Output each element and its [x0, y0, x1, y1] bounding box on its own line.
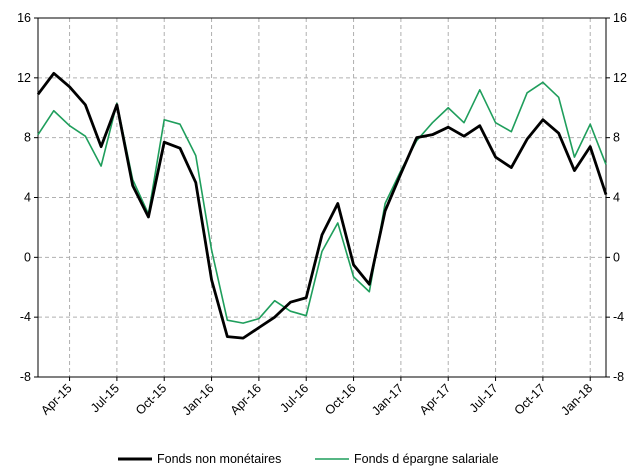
series-line-1	[37, 81, 607, 324]
x-tick-label: Jan-16	[180, 381, 217, 418]
legend-label-1: Fonds d épargne salariale	[354, 452, 499, 466]
grid	[38, 18, 606, 377]
series-line-0	[36, 71, 608, 340]
x-tick-label: Jan-17	[369, 381, 406, 418]
x-tick-label: Apr-16	[228, 381, 264, 417]
y-tick-label-left: -8	[20, 370, 31, 384]
y-tick-label-left: 0	[24, 250, 31, 264]
x-tick-label: Oct-16	[322, 381, 358, 417]
y-tick-label-left: -4	[20, 310, 31, 324]
y-tick-label-right: 8	[613, 131, 620, 145]
x-tick-label: Jul-15	[88, 381, 122, 415]
y-tick-label-right: 0	[613, 250, 620, 264]
axes: -8 -8 -4 -4 0 0 4 4 8 8 12 12 16 16 Apr-15 Jul-15 Oct-15…	[17, 11, 627, 418]
x-tick-label: Apr-15	[38, 381, 74, 417]
y-tick-label-left: 16	[17, 11, 31, 25]
legend: Fonds non monétaires Fonds d épargne sala…	[118, 452, 499, 466]
x-tick-label: Jul-16	[277, 381, 311, 415]
x-tick-label: Apr-17	[417, 381, 453, 417]
y-tick-label-right: 4	[613, 191, 620, 205]
x-tick-label: Oct-17	[512, 381, 548, 417]
y-tick-label-left: 8	[24, 131, 31, 145]
y-tick-label-right: -8	[613, 370, 624, 384]
x-tick-label: Jan-18	[558, 381, 595, 418]
series	[36, 71, 608, 340]
x-tick-label: Jul-17	[467, 381, 501, 415]
y-tick-label-left: 4	[24, 191, 31, 205]
x-tick-label: Oct-15	[133, 381, 169, 417]
legend-label-0: Fonds non monétaires	[157, 452, 281, 466]
y-tick-label-left: 12	[17, 71, 31, 85]
y-tick-label-right: -4	[613, 310, 624, 324]
y-tick-label-right: 12	[613, 71, 627, 85]
y-tick-label-right: 16	[613, 11, 627, 25]
